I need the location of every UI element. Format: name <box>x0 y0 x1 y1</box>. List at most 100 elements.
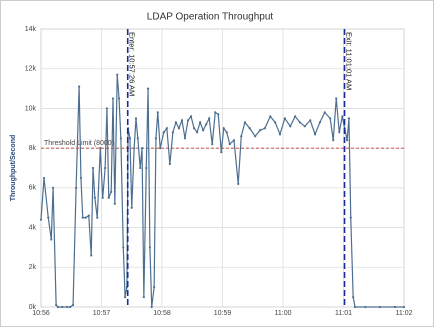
data-point <box>165 127 168 130</box>
y-axis-label: Throughput/Second <box>10 135 17 202</box>
data-point <box>136 137 139 140</box>
data-point <box>61 305 64 309</box>
data-point <box>189 115 193 118</box>
data-point <box>42 176 46 180</box>
data-point <box>96 216 99 219</box>
data-point <box>378 305 381 309</box>
data-point <box>349 216 352 219</box>
x-tick-label: 11:01 <box>335 310 352 317</box>
data-point <box>195 131 199 134</box>
y-tick-label: 0k <box>29 304 37 311</box>
data-point <box>123 295 127 299</box>
data-point <box>199 121 202 124</box>
data-point <box>134 117 138 120</box>
data-point <box>111 97 115 100</box>
data-point <box>278 133 282 136</box>
data-point <box>364 305 367 309</box>
data-point <box>177 127 181 130</box>
data-point <box>186 119 190 122</box>
data-point <box>101 196 104 199</box>
data-point <box>228 143 231 146</box>
data-point <box>240 135 243 138</box>
data-point <box>298 121 302 124</box>
data-point <box>309 119 312 122</box>
data-point <box>107 196 110 199</box>
data-point <box>225 131 228 134</box>
data-point <box>113 202 116 205</box>
data-point <box>217 113 220 116</box>
data-point <box>47 216 50 219</box>
data-point <box>329 117 332 120</box>
x-tick-label: 10:56 <box>32 310 50 317</box>
data-point <box>117 97 121 100</box>
data-point <box>79 176 83 180</box>
data-point <box>148 246 151 249</box>
data-point <box>393 305 397 309</box>
data-point <box>52 186 55 189</box>
data-point <box>128 137 132 140</box>
data-point <box>50 238 53 241</box>
data-point <box>346 139 349 142</box>
data-point <box>116 73 119 76</box>
data-point <box>263 127 266 130</box>
data-point <box>323 111 326 114</box>
data-point <box>153 286 156 289</box>
data-point <box>159 147 162 150</box>
data-point <box>162 131 165 134</box>
data-point <box>87 214 90 217</box>
data-point <box>202 129 205 132</box>
data-point <box>146 87 150 90</box>
data-point <box>81 216 84 219</box>
data-point <box>352 295 355 299</box>
data-point <box>156 111 159 114</box>
y-tick-label: 6k <box>29 185 37 192</box>
data-point <box>338 131 341 134</box>
data-point <box>174 121 178 124</box>
data-point <box>180 119 184 122</box>
data-point <box>65 305 69 309</box>
data-point <box>68 305 72 309</box>
data-point <box>145 166 148 170</box>
data-point <box>318 121 322 124</box>
data-point <box>130 206 133 209</box>
data-point <box>274 121 277 124</box>
x-tick-label: 10:58 <box>153 310 171 317</box>
x-tick-label: 11:00 <box>275 310 292 317</box>
data-point <box>192 127 196 130</box>
y-tick-label: 12k <box>25 66 37 73</box>
data-point <box>104 166 107 170</box>
data-point <box>222 127 225 130</box>
data-point <box>243 121 246 124</box>
y-tick-label: 10k <box>25 105 37 112</box>
data-point <box>214 111 217 114</box>
y-tick-label: 14k <box>25 26 37 33</box>
data-point <box>55 303 58 307</box>
event-marker-label: Exit: 11:01:01 AM <box>345 32 354 90</box>
data-point <box>269 115 272 118</box>
event-marker-label: Enter: 10:57:26 AM <box>128 32 137 96</box>
data-point <box>258 129 262 132</box>
data-point <box>39 218 43 221</box>
data-point <box>248 127 251 130</box>
data-point <box>71 303 75 307</box>
data-point <box>74 186 78 189</box>
data-point <box>303 125 306 128</box>
data-point <box>237 182 240 185</box>
data-point <box>150 305 153 309</box>
data-point <box>313 133 317 136</box>
data-point <box>353 305 357 309</box>
data-point <box>283 117 286 120</box>
data-point <box>139 166 142 170</box>
data-point <box>110 190 113 193</box>
data-point <box>105 107 109 110</box>
data-point <box>341 115 344 118</box>
data-point <box>119 137 122 140</box>
threshold-label: Threshold Limit (8000) <box>44 140 114 147</box>
data-point <box>93 196 96 199</box>
data-point <box>91 166 95 170</box>
data-point <box>154 137 158 140</box>
data-point <box>335 97 338 100</box>
data-point <box>84 216 87 219</box>
y-tick-label: 4k <box>29 224 37 231</box>
